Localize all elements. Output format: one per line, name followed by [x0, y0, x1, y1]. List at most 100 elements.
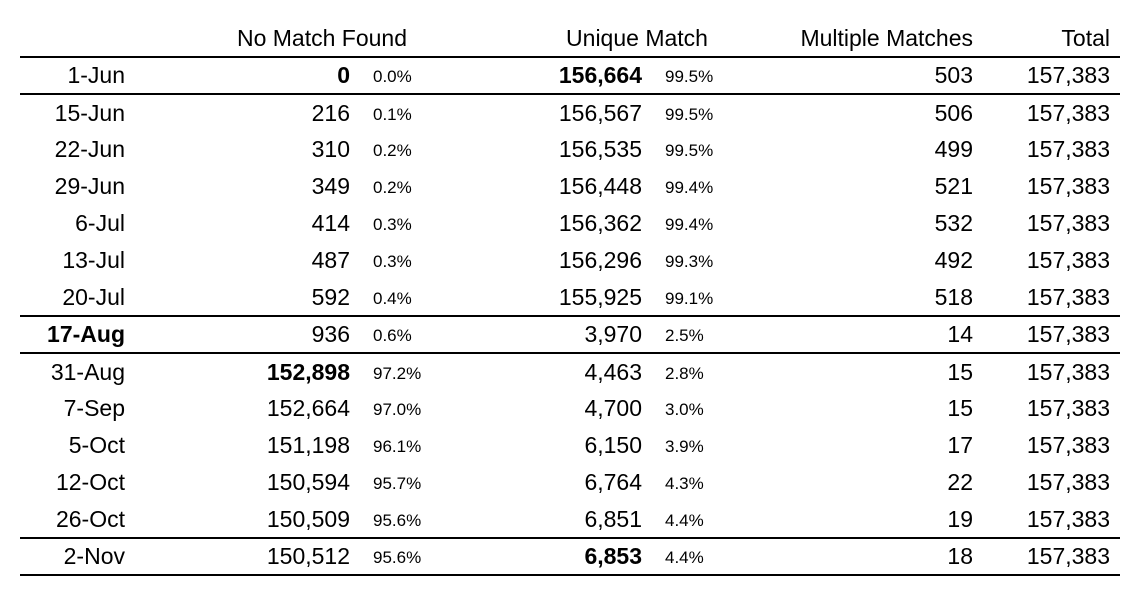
date-cell: 20-Jul [62, 283, 125, 310]
no-match-pct-cell: 0.4% [373, 288, 412, 308]
no-match-count-cell: 592 [311, 283, 350, 310]
multiple-matches-cell: 503 [934, 62, 974, 88]
no-match-pct-cell: 0.6% [373, 326, 412, 345]
table-row: 5-Oct 151,198 96.1% 6,150 3.9% 17 157,383 [20, 427, 1120, 464]
table-row: 13-Jul 487 0.3% 156,296 99.3% 492 157,383 [20, 242, 1120, 279]
unique-match-pct-cell: 99.5% [665, 67, 714, 86]
table-row: 17-Aug 936 0.6% 3,970 2.5% 14 157,383 [20, 316, 1121, 353]
total-cell: 157,383 [1026, 358, 1111, 385]
table-row: 20-Jul 592 0.4% 155,925 99.1% 518 157,383 [20, 279, 1121, 316]
date-cell: 29-Jun [54, 173, 125, 199]
no-match-count-cell: 487 [311, 247, 350, 273]
no-match-pct-cell: 0.2% [373, 178, 412, 197]
date-cell: 13-Jul [62, 247, 125, 273]
no-match-count-cell: 349 [311, 173, 350, 199]
unique-match-count-cell: 155,925 [558, 283, 642, 310]
column-header-total: Total [1061, 24, 1111, 51]
unique-match-pct-cell: 99.5% [665, 141, 714, 160]
no-match-count-cell: 152,664 [266, 395, 350, 421]
unique-match-count-cell: 4,700 [584, 395, 642, 421]
no-match-pct-cell: 0.1% [373, 104, 412, 124]
multiple-matches-cell: 18 [947, 543, 974, 569]
no-match-pct-cell: 95.6% [373, 548, 422, 567]
total-cell: 157,383 [1026, 136, 1111, 162]
table-row: 29-Jun 349 0.2% 156,448 99.4% 521 157,383 [20, 168, 1120, 205]
multiple-matches-cell: 506 [934, 99, 974, 126]
unique-match-pct-cell: 4.3% [665, 474, 704, 493]
date-cell: 22-Jun [54, 136, 125, 162]
no-match-count-cell: 150,512 [266, 543, 350, 569]
multiple-matches-cell: 518 [934, 283, 974, 310]
no-match-pct-cell: 97.2% [373, 363, 422, 383]
date-cell: 1-Jun [67, 62, 125, 88]
unique-match-pct-cell: 99.4% [665, 178, 714, 197]
date-cell: 31-Aug [50, 358, 125, 385]
no-match-pct-cell: 97.0% [373, 400, 422, 419]
multiple-matches-cell: 22 [947, 469, 974, 495]
multiple-matches-cell: 492 [934, 247, 974, 273]
total-cell: 157,383 [1026, 283, 1111, 310]
unique-match-count-cell: 6,851 [584, 505, 642, 532]
unique-match-pct-cell: 99.5% [665, 104, 714, 124]
unique-match-count-cell: 156,362 [558, 210, 642, 236]
multiple-matches-cell: 521 [934, 173, 974, 199]
total-cell: 157,383 [1026, 210, 1111, 236]
total-cell: 157,383 [1026, 99, 1111, 126]
unique-match-count-cell: 156,535 [558, 136, 642, 162]
total-cell: 157,383 [1026, 432, 1111, 458]
total-cell: 157,383 [1026, 469, 1111, 495]
multiple-matches-cell: 499 [934, 136, 974, 162]
date-cell: 26-Oct [55, 505, 125, 532]
header-row: No Match Found Unique Match Multiple Mat… [20, 20, 1121, 57]
no-match-count-cell: 150,509 [266, 505, 350, 532]
unique-match-pct-cell: 4.4% [665, 510, 704, 530]
unique-match-count-cell: 156,296 [558, 247, 642, 273]
date-cell: 6-Jul [75, 210, 125, 236]
unique-match-pct-cell: 4.4% [665, 548, 704, 567]
multiple-matches-cell: 14 [947, 321, 974, 347]
unique-match-count-cell: 4,463 [584, 358, 642, 385]
no-match-count-cell: 150,594 [266, 469, 350, 495]
table-row: 26-Oct 150,509 95.6% 6,851 4.4% 19 157,383 [20, 501, 1121, 538]
total-cell: 157,383 [1026, 505, 1111, 532]
unique-match-pct-cell: 2.8% [665, 363, 704, 383]
no-match-count-cell: 414 [311, 210, 350, 236]
no-match-count-cell: 216 [311, 99, 350, 126]
no-match-pct-cell: 0.3% [373, 252, 412, 271]
unique-match-pct-cell: 3.0% [665, 400, 704, 419]
date-cell: 2-Nov [63, 543, 125, 569]
no-match-count-cell: 151,198 [266, 432, 350, 458]
total-cell: 157,383 [1026, 62, 1111, 88]
total-cell: 157,383 [1026, 173, 1111, 199]
multiple-matches-cell: 17 [947, 432, 974, 458]
unique-match-pct-cell: 2.5% [665, 326, 704, 345]
match-results-table: No Match Found Unique Match Multiple Mat… [20, 20, 1121, 576]
no-match-pct-cell: 0.2% [373, 141, 412, 160]
unique-match-count-cell: 3,970 [584, 321, 642, 347]
no-match-count-cell: 310 [311, 136, 350, 162]
total-cell: 157,383 [1026, 321, 1111, 347]
total-cell: 157,383 [1026, 395, 1111, 421]
date-cell: 17-Aug [47, 321, 125, 347]
unique-match-pct-cell: 99.1% [665, 288, 714, 308]
date-cell: 12-Oct [55, 469, 125, 495]
no-match-pct-cell: 0.3% [373, 215, 412, 234]
unique-match-pct-cell: 3.9% [665, 437, 704, 456]
unique-match-pct-cell: 99.3% [665, 252, 714, 271]
table-row: 1-Jun 0 0.0% 156,664 99.5% 503 157,383 [20, 57, 1121, 94]
no-match-count-cell: 0 [337, 62, 350, 88]
date-cell: 7-Sep [63, 395, 125, 421]
table-row: 7-Sep 152,664 97.0% 4,700 3.0% 15 157,383 [20, 390, 1120, 427]
unique-match-count-cell: 6,853 [584, 543, 642, 569]
multiple-matches-cell: 532 [934, 210, 974, 236]
no-match-count-cell: 936 [311, 321, 350, 347]
multiple-matches-cell: 19 [947, 505, 974, 532]
no-match-pct-cell: 95.7% [373, 474, 422, 493]
unique-match-count-cell: 156,448 [558, 173, 642, 199]
column-header-multiple-matches: Multiple Matches [800, 24, 974, 51]
multiple-matches-cell: 15 [947, 395, 974, 421]
unique-match-count-cell: 6,764 [584, 469, 642, 495]
table-row: 12-Oct 150,594 95.7% 6,764 4.3% 22 157,383 [20, 464, 1120, 501]
table-row: 15-Jun 216 0.1% 156,567 99.5% 506 157,383 [20, 94, 1120, 131]
unique-match-count-cell: 156,664 [558, 62, 642, 88]
